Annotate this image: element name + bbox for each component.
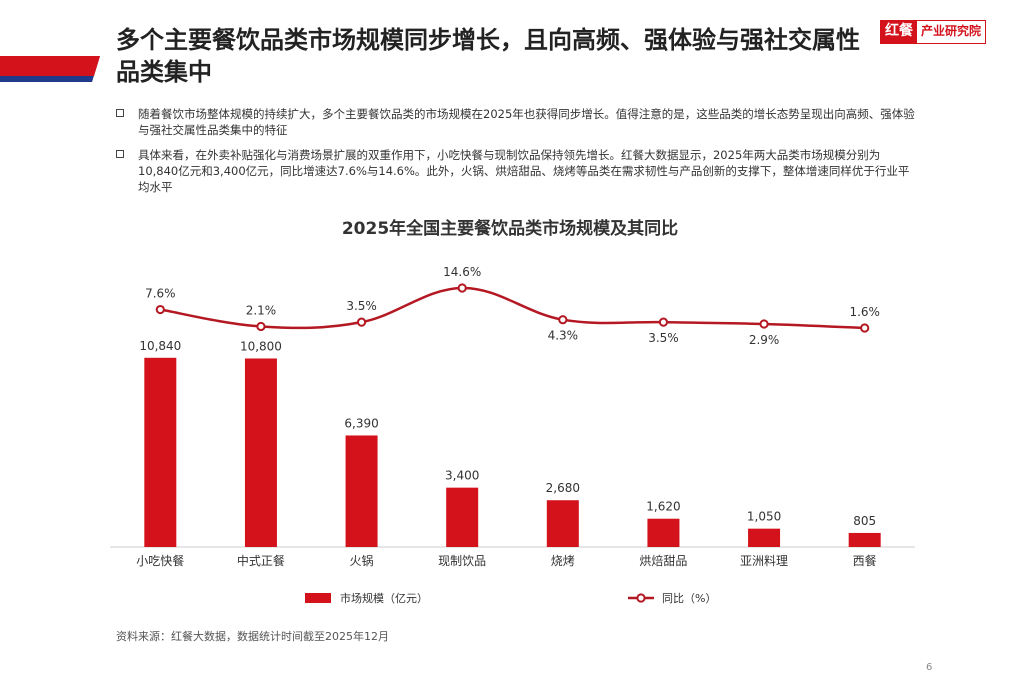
- square-bullet-icon: [116, 109, 124, 117]
- bar-4: [546, 500, 579, 547]
- legend-line-marker: [636, 593, 646, 603]
- bullet-text: 随着餐饮市场整体规模的持续扩大，多个主要餐饮品类的市场规模在2025年也获得同步…: [138, 107, 915, 137]
- yoy-label-6: 2.9%: [749, 333, 780, 347]
- bar-value-label-1: 10,800: [240, 339, 282, 353]
- yoy-point-7: [860, 323, 870, 333]
- bar-value-label-7: 805: [853, 514, 876, 528]
- bar-value-label-4: 2,680: [546, 481, 580, 495]
- bar-2: [345, 435, 378, 547]
- bullet-item: 具体来看，在外卖补贴强化与消费场景扩展的双重作用下，小吃快餐与现制饮品保持领先增…: [116, 147, 916, 195]
- yoy-label-0: 7.6%: [145, 287, 176, 301]
- category-label-3: 现制饮品: [438, 554, 486, 568]
- bar-0: [144, 357, 177, 547]
- yoy-point-2: [356, 317, 367, 327]
- logo-mark: 红餐: [881, 21, 917, 43]
- category-label-7: 西餐: [853, 553, 877, 568]
- header-accent-bar: [0, 56, 100, 82]
- legend-bar-swatch: [305, 593, 331, 603]
- category-label-0: 小吃快餐: [136, 553, 184, 568]
- market-size-chart: 10,840 小吃快餐 10,800 中式正餐 6,390 火锅 3,400 现制饮品 2,68…: [110, 265, 915, 605]
- page-title: 多个主要餐饮品类市场规模同步增长，且向高频、强体验与强社交属性品类集中: [116, 26, 860, 86]
- bar-value-label-2: 6,390: [344, 416, 378, 430]
- yoy-label-2: 3.5%: [346, 299, 377, 313]
- yoy-label-4: 4.3%: [548, 329, 579, 343]
- yoy-point-3: [457, 283, 467, 293]
- yoy-label-7: 1.6%: [849, 305, 880, 319]
- category-label-6: 亚洲料理: [740, 554, 788, 568]
- category-label-5: 烘焙甜品: [639, 553, 687, 568]
- bar-5: [647, 518, 680, 547]
- bar-value-label-5: 1,620: [646, 500, 680, 514]
- category-label-4: 烧烤: [551, 553, 575, 568]
- logo-text: 产业研究院: [921, 24, 982, 38]
- bar-1: [244, 358, 277, 547]
- yoy-label-5: 3.5%: [648, 331, 679, 345]
- category-label-2: 火锅: [350, 553, 374, 568]
- bar-value-label-0: 10,840: [139, 339, 181, 353]
- summary-bullets: 随着餐饮市场整体规模的持续扩大，多个主要餐饮品类的市场规模在2025年也获得同步…: [116, 106, 916, 204]
- bar-6: [748, 528, 781, 547]
- yoy-point-6: [759, 319, 769, 329]
- chart-title: 2025年全国主要餐饮品类市场规模及其同比: [341, 219, 679, 239]
- page-number: 6: [926, 662, 933, 673]
- yoy-point-5: [658, 317, 669, 327]
- square-bullet-icon: [116, 150, 124, 158]
- source-note: 资料来源：红餐大数据，数据统计时间截至2025年12月: [116, 630, 389, 643]
- bullet-text: 具体来看，在外卖补贴强化与消费场景扩展的双重作用下，小吃快餐与现制饮品保持领先增…: [138, 148, 910, 194]
- category-label-1: 中式正餐: [237, 553, 285, 568]
- brand-logo: 红餐 产业研究院: [880, 20, 987, 44]
- yoy-point-1: [256, 321, 266, 332]
- bar-value-label-6: 1,050: [747, 510, 781, 524]
- legend-bar-label: 市场规模（亿元）: [340, 591, 428, 605]
- yoy-label-1: 2.1%: [246, 303, 277, 317]
- yoy-point-4: [558, 315, 568, 325]
- bar-7: [848, 532, 881, 547]
- yoy-growth-line: [160, 286, 865, 330]
- yoy-label-3: 14.6%: [443, 265, 481, 279]
- legend-line-label: 同比（%）: [662, 592, 716, 605]
- bar-value-label-3: 3,400: [445, 469, 479, 483]
- bullet-item: 随着餐饮市场整体规模的持续扩大，多个主要餐饮品类的市场规模在2025年也获得同步…: [116, 106, 916, 138]
- yoy-point-0: [155, 304, 165, 315]
- bar-3: [446, 487, 479, 547]
